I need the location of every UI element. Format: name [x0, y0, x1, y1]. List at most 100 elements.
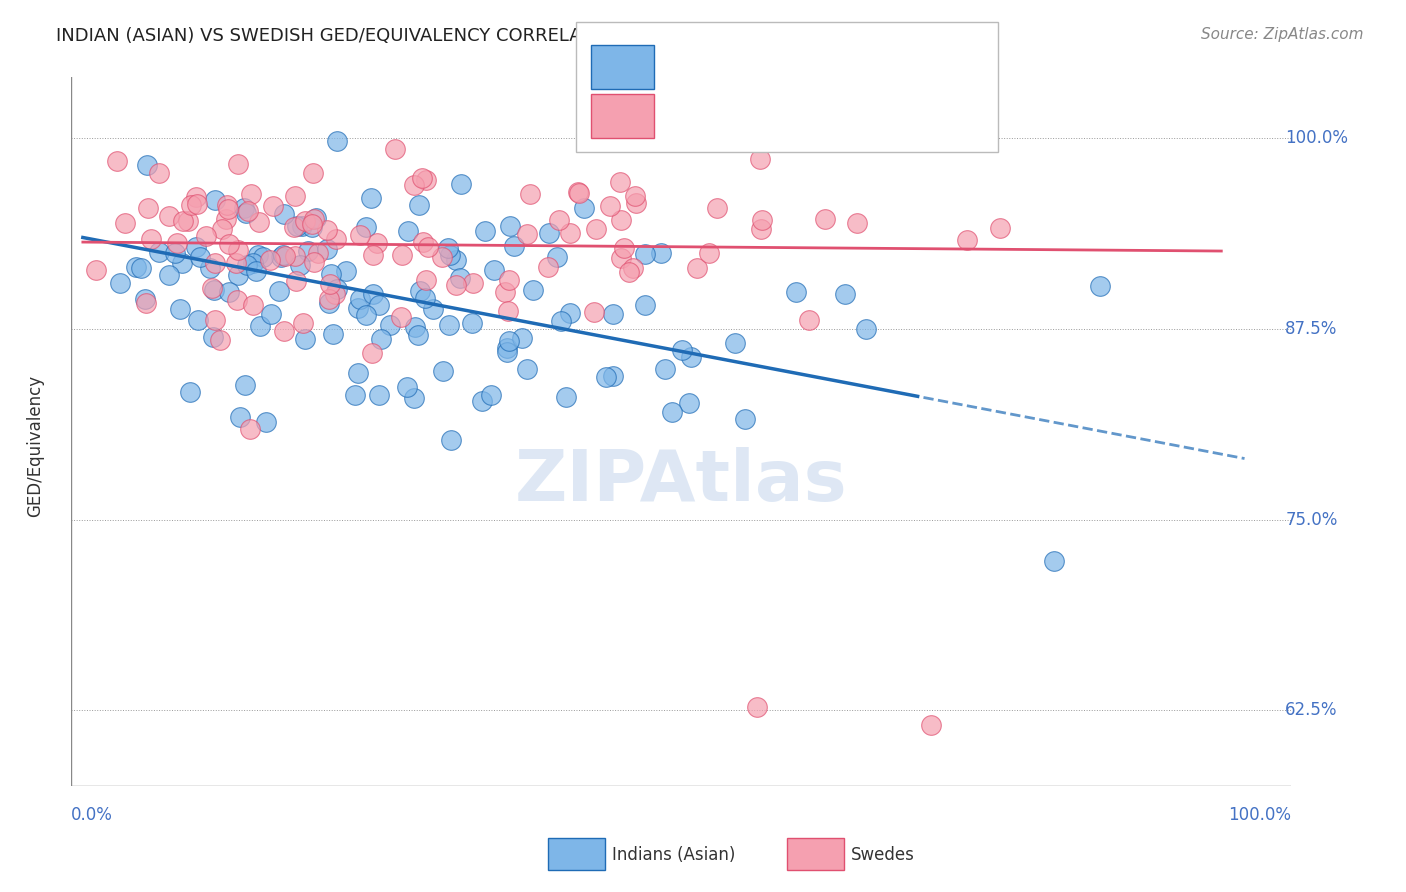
- Point: [208, 333, 231, 347]
- Point: [229, 409, 252, 424]
- Point: [432, 364, 454, 378]
- Point: [697, 246, 720, 260]
- Point: [270, 250, 292, 264]
- Point: [179, 384, 201, 399]
- Point: [301, 220, 323, 235]
- Point: [479, 388, 502, 402]
- Point: [613, 241, 636, 255]
- Text: 75.0%: 75.0%: [1285, 510, 1337, 529]
- Point: [650, 246, 672, 260]
- Point: [415, 173, 437, 187]
- Point: [567, 185, 589, 199]
- Point: [498, 334, 520, 348]
- Point: [273, 207, 295, 221]
- Point: [349, 227, 371, 242]
- Point: [412, 235, 434, 250]
- Point: [422, 301, 444, 316]
- Point: [1090, 279, 1112, 293]
- Point: [287, 219, 309, 234]
- Point: [307, 246, 329, 260]
- Point: [391, 247, 413, 261]
- Point: [855, 322, 877, 336]
- Point: [204, 256, 226, 270]
- Point: [624, 188, 647, 202]
- Point: [550, 314, 572, 328]
- Point: [211, 222, 233, 236]
- Text: N =  103: N = 103: [830, 105, 904, 123]
- Point: [110, 276, 132, 290]
- Text: R = -0.018: R = -0.018: [668, 105, 756, 123]
- Point: [302, 166, 325, 180]
- Point: [184, 190, 207, 204]
- Point: [845, 215, 868, 229]
- Point: [316, 242, 339, 256]
- Point: [548, 212, 571, 227]
- Point: [274, 249, 297, 263]
- Point: [354, 219, 377, 234]
- Point: [418, 240, 440, 254]
- Point: [439, 248, 461, 262]
- Point: [450, 178, 472, 192]
- Text: 87.5%: 87.5%: [1285, 320, 1337, 338]
- Point: [247, 215, 270, 229]
- Point: [225, 255, 247, 269]
- Point: [322, 327, 344, 342]
- Point: [228, 268, 250, 282]
- Point: [461, 316, 484, 330]
- Point: [745, 700, 768, 714]
- Point: [242, 256, 264, 270]
- Point: [269, 285, 291, 299]
- Point: [595, 370, 617, 384]
- Point: [252, 250, 274, 264]
- Point: [499, 219, 522, 234]
- Point: [318, 296, 340, 310]
- Point: [367, 298, 389, 312]
- Point: [235, 206, 257, 220]
- Point: [367, 388, 389, 402]
- Text: GED/Equivalency: GED/Equivalency: [27, 375, 44, 517]
- Point: [283, 220, 305, 235]
- Point: [233, 378, 256, 392]
- Point: [297, 244, 319, 258]
- Point: [217, 198, 239, 212]
- Point: [834, 287, 856, 301]
- Point: [537, 226, 560, 240]
- Point: [402, 178, 425, 192]
- Point: [785, 285, 807, 299]
- Point: [814, 212, 837, 227]
- Point: [335, 263, 357, 277]
- Point: [201, 280, 224, 294]
- Point: [184, 240, 207, 254]
- Point: [217, 202, 239, 217]
- Point: [165, 246, 187, 260]
- Point: [621, 260, 644, 275]
- Point: [602, 307, 624, 321]
- Point: [568, 186, 591, 201]
- Point: [325, 287, 347, 301]
- Point: [292, 316, 315, 330]
- Point: [440, 433, 463, 447]
- Point: [343, 388, 366, 402]
- Point: [169, 302, 191, 317]
- Point: [516, 227, 538, 242]
- Point: [617, 265, 640, 279]
- Point: [326, 134, 349, 148]
- Point: [114, 216, 136, 230]
- Point: [634, 246, 657, 260]
- Point: [360, 346, 382, 360]
- Text: ZIPAtlas: ZIPAtlas: [515, 447, 848, 516]
- Point: [218, 237, 240, 252]
- Point: [204, 313, 226, 327]
- Point: [215, 211, 238, 226]
- Point: [408, 198, 430, 212]
- Point: [294, 332, 316, 346]
- Point: [239, 186, 262, 201]
- Point: [671, 343, 693, 357]
- Point: [482, 263, 505, 277]
- Point: [204, 193, 226, 207]
- Point: [139, 232, 162, 246]
- Point: [349, 292, 371, 306]
- Point: [583, 304, 606, 318]
- Point: [249, 319, 271, 334]
- Point: [285, 274, 308, 288]
